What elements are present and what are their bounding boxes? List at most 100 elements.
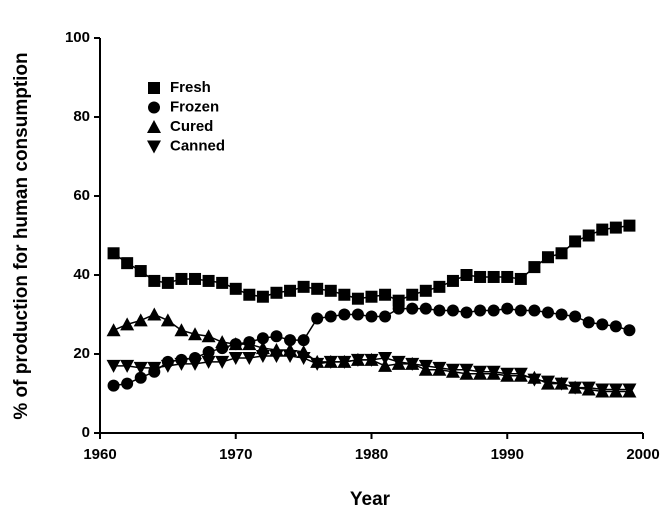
marker	[460, 269, 473, 281]
marker	[311, 312, 324, 325]
marker	[243, 288, 256, 301]
marker	[310, 357, 325, 371]
marker	[120, 317, 135, 331]
legend-label: Cured	[170, 118, 213, 135]
marker	[189, 272, 202, 285]
marker	[364, 353, 379, 367]
marker	[528, 261, 541, 274]
marker	[351, 308, 364, 321]
marker	[500, 367, 515, 381]
marker	[623, 324, 636, 337]
legend-label: Fresh	[170, 79, 211, 96]
x-tick-label: 2000	[626, 446, 659, 463]
legend-marker	[147, 140, 161, 154]
marker	[188, 327, 203, 341]
marker	[608, 383, 623, 397]
marker	[514, 304, 527, 317]
x-tick-label: 1960	[83, 446, 116, 463]
marker	[351, 292, 364, 305]
y-tick-label: 60	[73, 187, 90, 204]
legend-label: Frozen	[170, 98, 219, 115]
x-tick-label: 1990	[491, 446, 524, 463]
marker	[405, 357, 420, 371]
marker	[120, 359, 135, 373]
marker	[487, 270, 500, 283]
marker	[501, 302, 514, 315]
marker	[555, 308, 568, 321]
marker	[486, 365, 501, 379]
marker	[242, 337, 257, 351]
marker	[596, 223, 609, 236]
marker	[446, 304, 459, 317]
marker	[160, 359, 175, 373]
marker	[378, 358, 393, 372]
marker	[297, 334, 310, 347]
y-tick-label: 0	[82, 424, 90, 441]
marker	[582, 229, 595, 242]
marker	[201, 329, 216, 343]
marker	[133, 361, 148, 375]
marker	[188, 357, 203, 371]
marker	[121, 257, 134, 270]
marker	[541, 251, 554, 264]
marker	[134, 371, 147, 384]
marker	[555, 247, 568, 260]
marker	[174, 323, 189, 337]
marker	[419, 284, 432, 297]
marker	[609, 221, 622, 234]
marker	[311, 282, 324, 295]
legend-marker	[148, 82, 160, 94]
marker	[242, 351, 257, 365]
marker	[133, 313, 148, 327]
marker	[323, 355, 338, 369]
marker	[392, 302, 405, 315]
y-tick-label: 100	[65, 29, 90, 46]
marker	[581, 381, 596, 395]
marker	[568, 381, 583, 395]
x-tick-label: 1970	[219, 446, 252, 463]
marker	[201, 355, 216, 369]
marker	[106, 359, 121, 373]
marker	[283, 349, 298, 363]
marker	[175, 272, 188, 285]
marker	[216, 276, 229, 289]
marker	[297, 280, 310, 293]
marker	[445, 363, 460, 377]
marker	[501, 270, 514, 283]
marker	[107, 379, 120, 392]
marker	[270, 330, 283, 343]
marker	[174, 357, 189, 371]
marker	[350, 353, 365, 367]
marker	[474, 304, 487, 317]
marker	[228, 351, 243, 365]
marker	[160, 313, 175, 327]
marker	[215, 355, 230, 369]
marker	[379, 310, 392, 323]
marker	[487, 304, 500, 317]
marker	[419, 302, 432, 315]
marker	[147, 361, 162, 375]
marker	[255, 349, 270, 363]
marker	[296, 351, 311, 365]
marker	[324, 284, 337, 297]
marker	[324, 310, 337, 323]
marker	[391, 355, 406, 369]
marker	[582, 316, 595, 329]
marker	[433, 280, 446, 293]
marker	[284, 334, 297, 347]
marker	[514, 272, 527, 285]
marker	[596, 318, 609, 331]
x-tick-label: 1980	[355, 446, 388, 463]
y-tick-label: 40	[73, 266, 90, 283]
y-tick-label: 80	[73, 108, 90, 125]
marker	[107, 247, 120, 260]
marker	[569, 310, 582, 323]
y-axis-label: % of production for human consumption	[11, 52, 32, 419]
marker	[338, 308, 351, 321]
marker	[284, 284, 297, 297]
marker	[256, 290, 269, 303]
marker	[418, 359, 433, 373]
y-tick-label: 20	[73, 345, 90, 362]
marker	[527, 373, 542, 387]
marker	[569, 235, 582, 248]
